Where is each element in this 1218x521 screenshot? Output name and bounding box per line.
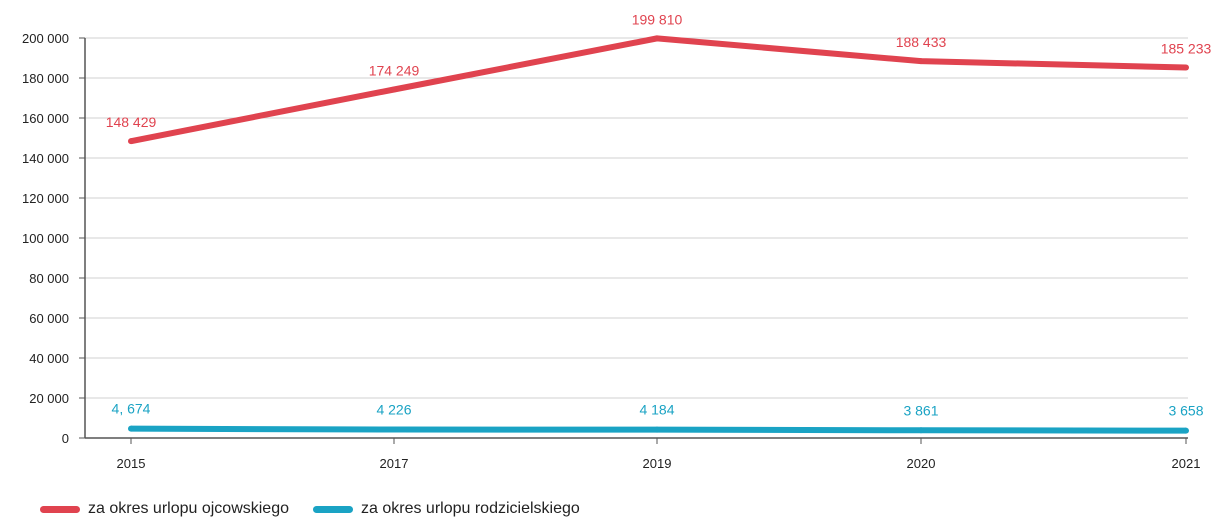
data-point-2-2021	[1183, 427, 1189, 434]
data-label-2-2020: 3 861	[903, 402, 938, 418]
data-label-2-2019: 4 184	[639, 402, 674, 418]
y-tick-label-200000: 200 000	[22, 31, 69, 46]
y-tick-label-60000: 60 000	[29, 311, 69, 326]
data-point-2-2019	[654, 426, 660, 433]
y-tick-label-20000: 20 000	[29, 391, 69, 406]
y-tick-label-100000: 100 000	[22, 231, 69, 246]
data-label-1-2017: 174 249	[369, 63, 420, 79]
data-label-2-2017: 4 226	[376, 402, 411, 418]
x-tick-label-2017: 2017	[380, 456, 409, 471]
series-line-1	[130, 35, 1187, 145]
y-tick-label-160000: 160 000	[22, 111, 69, 126]
data-point-1-2015	[128, 138, 134, 145]
legend-label-rodzicielskiego: za okres urlopu rodzicielskiego	[361, 500, 580, 517]
data-label-1-2021: 185 233	[1161, 41, 1212, 57]
data-label-1-2015: 148 429	[106, 114, 157, 130]
data-point-1-2020	[918, 58, 924, 65]
x-axis-ticks: 2015 2017 2019 2020 2021	[117, 438, 1201, 471]
y-tick-label-80000: 80 000	[29, 271, 69, 286]
y-tick-label-180000: 180 000	[22, 71, 69, 86]
data-point-2-2015	[128, 425, 134, 432]
legend-swatch-ojcowskiego	[40, 505, 80, 513]
legend: za okres urlopu ojcowskiego za okres url…	[40, 500, 580, 518]
legend-label-ojcowskiego: za okres urlopu ojcowskiego	[88, 500, 289, 517]
line-chart: 0 20 000 40 000 60 000 80 000 100 000 120 000 1…	[22, 11, 1212, 471]
x-tick-label-2015: 2015	[117, 456, 146, 471]
y-axis-ticks: 0 20 000 40 000 60 000 80 000 100 000 120 000 1…	[22, 31, 85, 446]
grid-lines	[85, 37, 1188, 399]
data-point-1-2017	[391, 86, 397, 93]
data-point-1-2021	[1183, 64, 1189, 71]
legend-swatch-rodzicielskiego	[313, 505, 353, 513]
data-label-1-2019: 199 810	[632, 11, 683, 27]
x-tick-label-2020: 2020	[907, 456, 936, 471]
y-tick-label-140000: 140 000	[22, 151, 69, 166]
y-tick-label-120000: 120 000	[22, 191, 69, 206]
legend-item-ojcowskiego[interactable]: za okres urlopu ojcowskiego	[40, 500, 289, 518]
y-tick-label-0: 0	[62, 431, 69, 446]
x-tick-label-2021: 2021	[1172, 456, 1201, 471]
x-tick-label-2019: 2019	[643, 456, 672, 471]
series-lines	[128, 35, 1189, 434]
legend-item-rodzicielskiego[interactable]: za okres urlopu rodzicielskiego	[313, 500, 580, 518]
data-label-2-2015: 4, 674	[112, 401, 151, 417]
data-point-2-2017	[391, 426, 397, 433]
data-label-2-2021: 3 658	[1168, 403, 1203, 419]
data-label-1-2020: 188 433	[896, 34, 947, 50]
y-tick-label-40000: 40 000	[29, 351, 69, 366]
data-point-2-2020	[918, 427, 924, 434]
data-labels: 148 429 174 249 199 810 188 433 185 233 4, 67…	[106, 11, 1212, 418]
data-point-1-2019	[654, 35, 660, 42]
